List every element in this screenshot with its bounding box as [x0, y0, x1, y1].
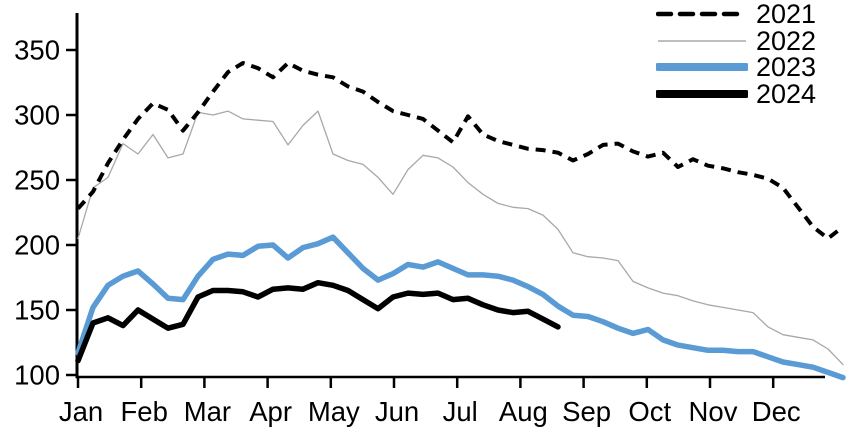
y-tick-label: 200 [14, 230, 60, 261]
x-tick-label: Aug [499, 396, 548, 427]
legend-label-2023: 2023 [756, 52, 817, 83]
legend-label-2021: 2021 [756, 0, 817, 30]
x-tick-label: Jun [375, 396, 419, 427]
x-tick-label: Nov [689, 396, 738, 427]
y-tick-label: 100 [14, 360, 60, 391]
x-tick-label: Jul [443, 396, 478, 427]
legend-item-2024: 2024 [656, 78, 817, 109]
legend-swatch-2022-thin-line [658, 40, 746, 42]
x-tick-label: Jan [59, 396, 103, 427]
y-tick-label: 150 [14, 295, 60, 326]
x-tick-label: Apr [249, 396, 292, 427]
y-tick-label: 300 [14, 100, 60, 131]
x-tick-label: Sep [562, 396, 611, 427]
x-tick-label: Oct [628, 396, 671, 427]
legend-label-2024: 2024 [756, 78, 817, 109]
legend-item-2022: 2022 [656, 25, 817, 56]
legend-label-2022: 2022 [756, 25, 817, 56]
legend-swatch-2023-blue-line [656, 63, 748, 72]
x-tick-label: Feb [121, 396, 168, 427]
series-line-2024 [75, 279, 561, 364]
legend-swatch-2021-dashed-line [656, 12, 748, 17]
series-line-2021 [76, 61, 845, 241]
y-tick-label: 250 [14, 165, 60, 196]
legend-item-2021: 2021 [656, 1, 816, 28]
x-tick-label: Mar [184, 396, 231, 427]
y-tick-label: 350 [14, 35, 60, 66]
legend-item-2023: 2023 [656, 54, 816, 81]
legend: 2021 2022 2023 2024 [656, 1, 816, 107]
x-tick-label: May [308, 396, 360, 427]
series-line-2023 [75, 234, 846, 381]
series-line-2022 [77, 110, 844, 366]
x-tick-label: Dec [752, 396, 801, 427]
legend-swatch-2024-black-line [656, 89, 748, 98]
